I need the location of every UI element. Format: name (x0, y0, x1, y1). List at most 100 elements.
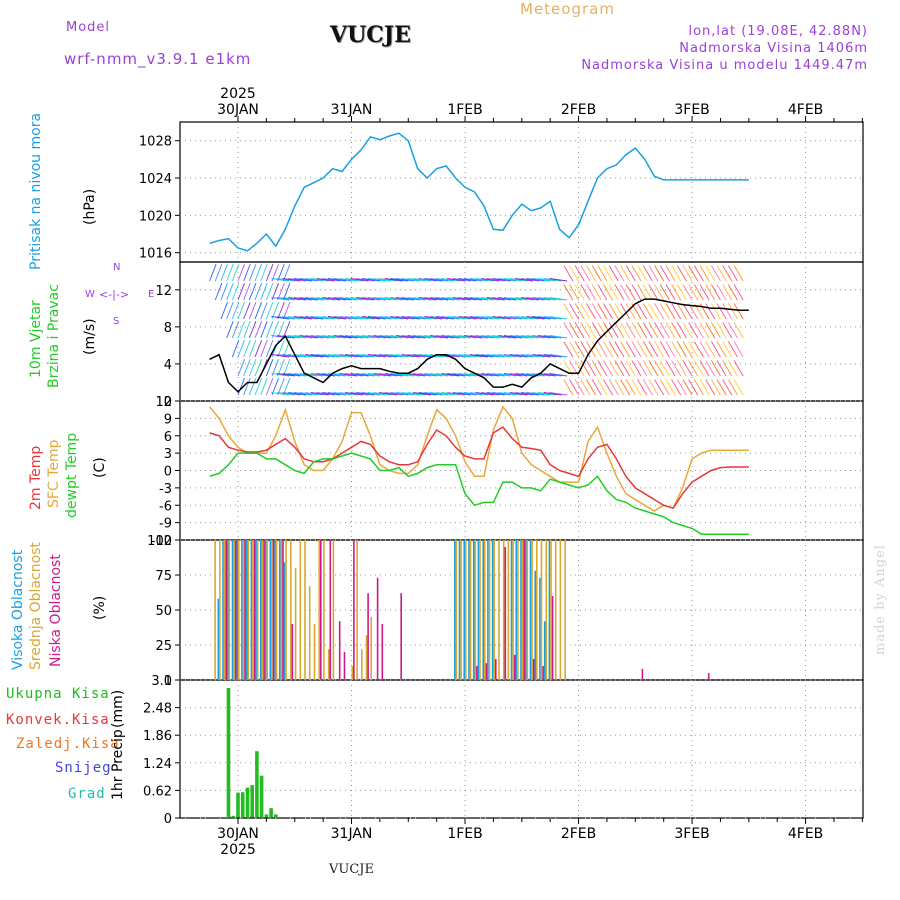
wind-barb (654, 341, 665, 358)
wind-barb (333, 316, 352, 320)
temp-tick-label: 0 (164, 465, 172, 480)
wind-barb (452, 354, 471, 358)
wind-barb (407, 392, 426, 396)
wind-barb (265, 378, 274, 396)
wind-barb (418, 278, 437, 282)
wind-barb (350, 297, 369, 301)
wind-barb (424, 373, 443, 377)
wind-barb (299, 316, 318, 320)
cloud-low-bar (244, 540, 246, 680)
precip-bar (250, 785, 254, 818)
cloud-high-bar (217, 598, 220, 680)
wind-barb (608, 322, 619, 339)
wind-barb (481, 392, 500, 396)
wind-barb (282, 359, 291, 377)
wind-barb (498, 392, 517, 396)
wind-barb (277, 340, 285, 358)
wind-barb (526, 297, 545, 301)
wind-barb (711, 341, 721, 358)
wind-barb (532, 373, 551, 377)
wind-barb (637, 379, 648, 396)
cloud-mid-bar (469, 540, 472, 680)
wind-barb (722, 360, 733, 377)
wind-barb (603, 303, 614, 320)
date-label-bottom: 1FEB (447, 826, 482, 842)
wind-barb (260, 283, 268, 301)
cloud-high-bar (260, 540, 262, 680)
wind-barb (569, 341, 579, 358)
wind-barb (390, 316, 409, 320)
wind-barb (282, 378, 291, 396)
cloud-mid-bar (554, 540, 557, 680)
wind-barb (503, 278, 522, 282)
cloud-high-bar (539, 577, 541, 680)
wind-barb (237, 283, 245, 301)
cloud-low-bar (367, 593, 369, 680)
precip-bar (231, 815, 236, 818)
wind-barb (413, 297, 432, 301)
precip-tick-label: 3.1 (151, 674, 172, 689)
wind-barb (299, 354, 318, 358)
cloud-high-bar (534, 570, 536, 680)
wind-barb (379, 354, 397, 358)
date-label-top: 1FEB (447, 102, 482, 118)
wind-barb (276, 392, 295, 396)
wind-barb (654, 265, 665, 282)
wind-barb (210, 321, 216, 338)
wind-barb (475, 373, 494, 377)
wind-barb (509, 354, 528, 358)
wind-barb (475, 278, 494, 282)
wind-barb (580, 322, 591, 339)
cloud-low-bar (282, 540, 284, 680)
cloud-mid-bar (323, 540, 325, 680)
wind-barb (214, 283, 223, 301)
wind-barb (350, 278, 369, 282)
wind-barb (711, 284, 721, 301)
wind-barb (614, 265, 625, 282)
wind-barb (254, 359, 263, 377)
wind-barb (299, 297, 318, 301)
wind-barb (603, 284, 614, 301)
cloud-mid-bar (238, 540, 240, 680)
wind-barb (699, 379, 710, 396)
cloud-high-bar (264, 540, 267, 680)
wind-barb (631, 360, 642, 377)
wind-barb (676, 322, 687, 339)
pressure-label: Pritisak na nivou mora (28, 112, 44, 270)
wind-barb (637, 265, 648, 282)
wind-barb (248, 359, 257, 377)
cloud-high-bar (529, 540, 532, 680)
cloud-mid-bar (247, 540, 250, 680)
wind-barb (503, 335, 522, 339)
wind-barb (350, 335, 369, 339)
cloud-low-bar (291, 624, 294, 680)
wind-barb (659, 341, 670, 358)
wind-barb (452, 316, 471, 320)
wind-barb (271, 283, 280, 301)
wind-barb (705, 322, 716, 339)
wind-barb (620, 284, 631, 301)
legend-convective-rain: Konvek.Kisa (6, 712, 110, 728)
cloud-mid-bar (304, 540, 306, 680)
wind-barb (333, 335, 352, 339)
cloud-mid-bar (261, 540, 264, 680)
wind-barb (237, 321, 245, 339)
wind-barb (293, 392, 312, 396)
wind-barb (271, 392, 290, 396)
wind-barb (367, 316, 386, 320)
wind-barb (441, 316, 460, 320)
wind-barb (532, 316, 551, 320)
wind-barb (362, 278, 380, 282)
wind-barb (435, 278, 454, 282)
cloud-tick-label: 50 (155, 604, 172, 619)
wind-barb (248, 283, 257, 301)
wind-barb (310, 354, 329, 358)
wind-barb (243, 340, 251, 358)
wind-barb (282, 373, 301, 377)
wind-barb (293, 354, 312, 358)
footer-station: VUCJE (329, 862, 374, 877)
precip-bar (259, 775, 264, 818)
wind-barb (254, 321, 263, 339)
cloud-mid-bar (361, 649, 363, 680)
wind-barb (452, 335, 471, 339)
